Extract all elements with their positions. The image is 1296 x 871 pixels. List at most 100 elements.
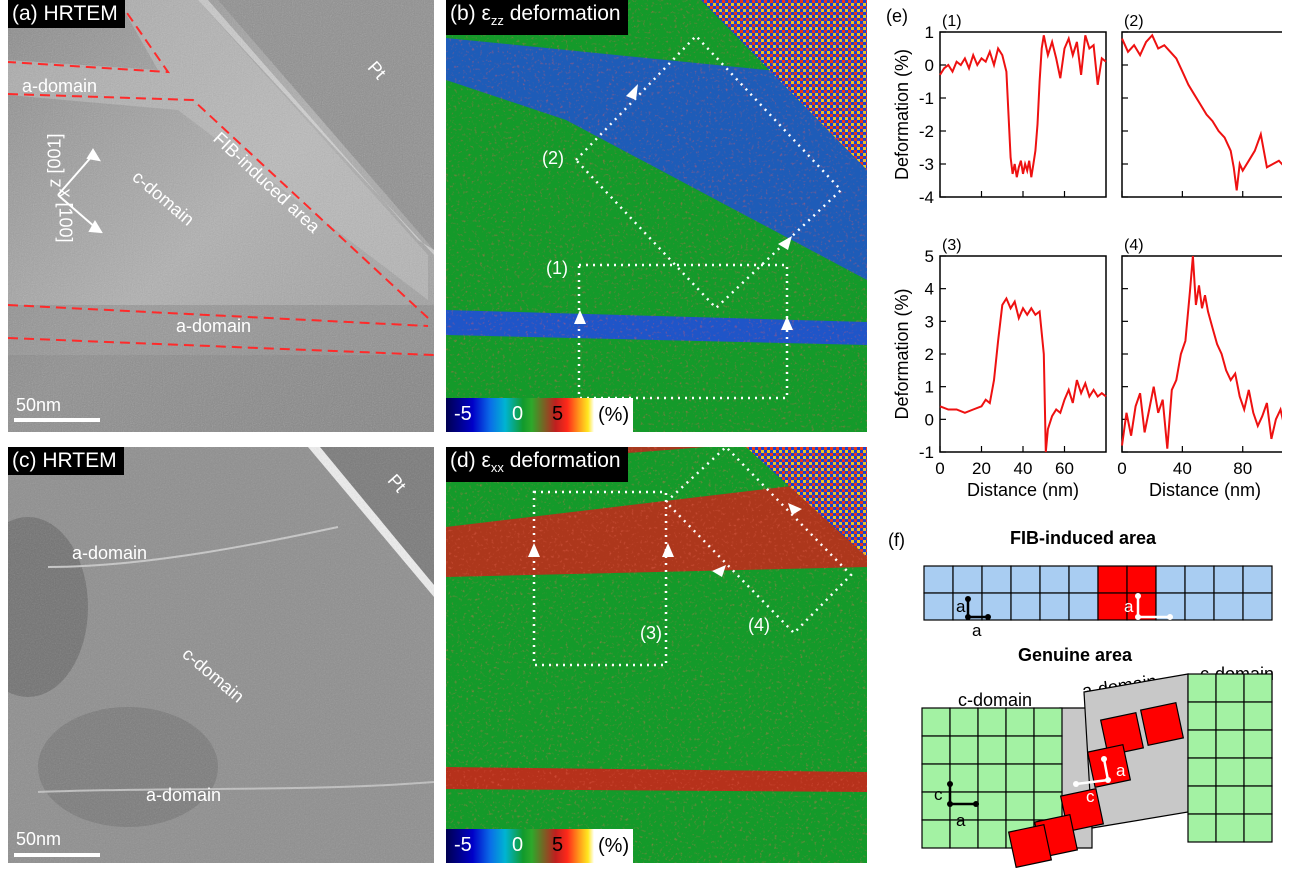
- colorbar-mid: 0: [512, 403, 524, 425]
- hrtem-image-c: [8, 447, 434, 863]
- series-line: [1121, 255, 1282, 449]
- line-plot-4: 0 40 80 (4) Distance (nm): [1117, 237, 1282, 500]
- label-a-domain-top: a-domain: [22, 76, 98, 96]
- fib-cell-red: [1097, 592, 1128, 621]
- genuine-cell-green: [1187, 701, 1217, 731]
- fib-cell-blue: [952, 565, 983, 594]
- label-axis-z: z [001]: [44, 133, 65, 188]
- x-tick-label: 60: [1055, 459, 1074, 478]
- label-a-domain-bottom-c: a-domain: [146, 785, 222, 805]
- y-tick-label: -1: [919, 89, 934, 108]
- genuine-cell-green: [977, 763, 1007, 793]
- fib-cell-red: [1097, 565, 1128, 594]
- genuine-red-cell-c: c: [1086, 787, 1095, 806]
- colorbar-min: -5: [454, 403, 472, 425]
- genuine-cell-green: [1005, 707, 1035, 737]
- plot-frame: [939, 255, 1107, 453]
- box-label-4: (4): [748, 615, 770, 635]
- genuine-cell-green: [921, 707, 951, 737]
- genuine-cell-green: [1187, 729, 1217, 759]
- fib-cell-blue: [1184, 592, 1215, 621]
- genuine-cell-green: [921, 735, 951, 765]
- x-tick-label: 40: [1173, 459, 1192, 478]
- genuine-cell-green: [977, 735, 1007, 765]
- y-axis-label: Deformation (%): [892, 49, 912, 180]
- genuine-cell-green: [1215, 785, 1245, 815]
- series-line: [939, 296, 1107, 453]
- plot-title: (3): [942, 237, 962, 254]
- deformation-map-exx: [446, 447, 867, 863]
- fib-cell-blue: [1039, 592, 1070, 621]
- colorbar-unit: (%): [594, 398, 634, 432]
- fib-red-cell-a: a: [1124, 597, 1134, 616]
- x-axis-label: Distance (nm): [1149, 480, 1261, 500]
- genuine-cell-green: [1187, 785, 1217, 815]
- genuine-cell-green: [1215, 729, 1245, 759]
- x-tick-label: 80: [1233, 459, 1252, 478]
- panel-d-title: (d) εxx deformation: [446, 447, 628, 483]
- genuine-cell-green: [1215, 813, 1245, 843]
- panel-b-ezz: (b) εzz deformation (2) (1) -5 0 5 (%): [446, 0, 867, 432]
- panel-b-title: (b) εzz deformation: [446, 0, 628, 36]
- box-label-1: (1): [546, 258, 568, 278]
- colorbar-gradient-d: -5 0 5: [446, 829, 594, 863]
- scale-label: 50nm: [16, 395, 62, 415]
- y-tick-label: -1: [919, 443, 934, 462]
- x-tick-label: 20: [972, 459, 991, 478]
- genuine-cell-green: [977, 707, 1007, 737]
- panel-c-hrtem: (c) HRTEM Pt a-domain c-domain a-domain …: [8, 447, 434, 863]
- scale-label-c: 50nm: [16, 829, 62, 849]
- fib-cell-blue: [1010, 592, 1041, 621]
- genuine-cell-a: a: [956, 811, 966, 830]
- genuine-cell-green: [949, 763, 979, 793]
- x-tick-label: 40: [1014, 459, 1033, 478]
- genuine-cell-green: [977, 791, 1007, 821]
- label-axis-x: x [100]: [55, 188, 76, 243]
- label-a-domain-bottom: a-domain: [176, 316, 252, 336]
- line-plot-2: (2): [1121, 13, 1282, 198]
- box-label-2: (2): [542, 148, 564, 168]
- domain-schematic: a a a c c a a c: [921, 565, 1273, 868]
- fib-cell-blue: [1242, 592, 1273, 621]
- series-line: [1121, 33, 1282, 191]
- deformation-map-ezz: [446, 0, 867, 432]
- genuine-cell-green: [949, 707, 979, 737]
- y-tick-label: 2: [925, 345, 934, 364]
- colorbar-unit-d: (%): [594, 829, 634, 863]
- genuine-cell-green: [1243, 757, 1273, 787]
- colorbar-min-d: -5: [454, 834, 472, 856]
- genuine-cell-red: [1099, 711, 1145, 757]
- colorbar-gradient: -5 0 5: [446, 398, 594, 432]
- fib-cell-a-horiz: a: [972, 621, 982, 640]
- genuine-cell-green: [921, 819, 951, 849]
- line-plot-1: 1 0 -1 -2 -3 -4 (1) Deformation (%): [892, 13, 1107, 207]
- genuine-red-cell-a: a: [1116, 761, 1126, 780]
- plot-title: (2): [1124, 13, 1144, 30]
- genuine-grid: [921, 673, 1273, 868]
- panel-a-hrtem: (a) HRTEM Pt a-domain FIB-induced area z…: [8, 0, 434, 432]
- y-tick-label: 0: [925, 410, 934, 429]
- fib-cell-blue: [1213, 565, 1244, 594]
- fib-red-cell-c: c: [1150, 623, 1159, 642]
- genuine-cell-green: [1243, 701, 1273, 731]
- y-tick-label: 0: [925, 56, 934, 75]
- y-axis-label: Deformation (%): [892, 288, 912, 419]
- colorbar-max: 5: [552, 403, 564, 425]
- genuine-cell-red: [1139, 701, 1185, 747]
- c-domain-left-label: c-domain: [958, 690, 1033, 710]
- box-label-3: (3): [640, 623, 662, 643]
- genuine-cell-green: [949, 735, 979, 765]
- fib-cell-blue: [1184, 565, 1215, 594]
- y-tick-label: -4: [919, 188, 934, 207]
- genuine-cell-green: [1033, 791, 1063, 821]
- genuine-cell-green: [1243, 813, 1273, 843]
- panel-c-title: (c) HRTEM: [8, 447, 124, 475]
- y-tick-label: 3: [925, 312, 934, 331]
- fib-grid: [923, 565, 1273, 621]
- genuine-cell-green: [1187, 757, 1217, 787]
- y-tick-label: 5: [925, 247, 934, 266]
- fib-cell-blue: [1010, 565, 1041, 594]
- fib-cell-blue: [1242, 565, 1273, 594]
- panel-e-label: (e): [886, 6, 908, 26]
